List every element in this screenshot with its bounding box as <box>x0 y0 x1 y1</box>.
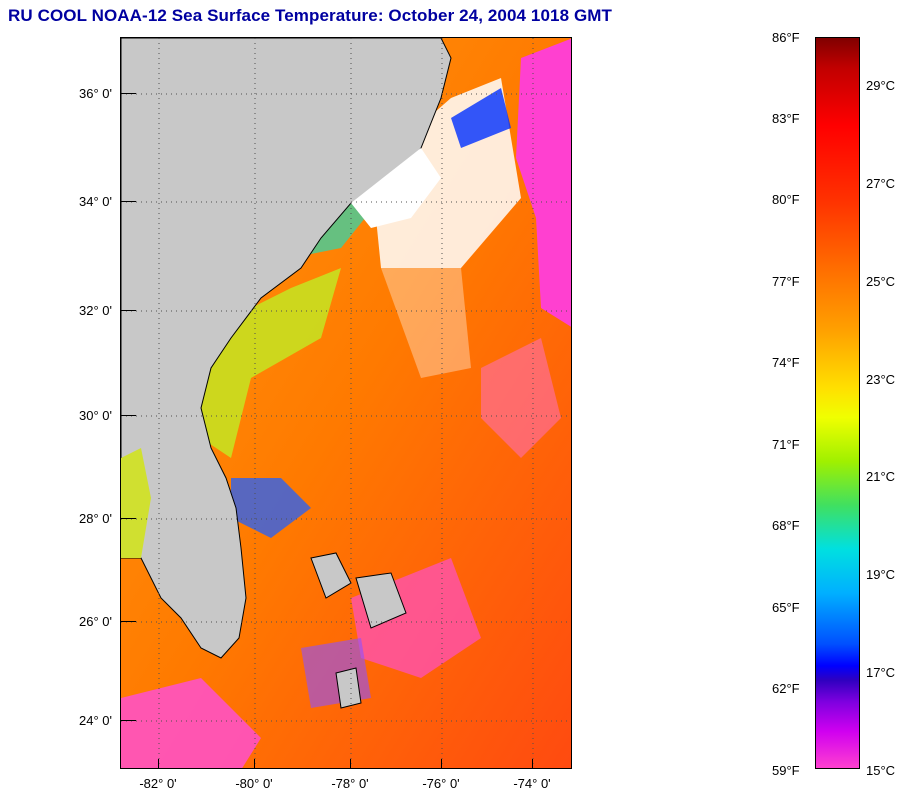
lon-tick <box>441 759 442 769</box>
latitude-label: 34° 0' <box>79 194 112 209</box>
lat-tick <box>120 201 136 202</box>
latitude-label: 30° 0' <box>79 408 112 423</box>
longitude-label: -74° 0' <box>513 776 551 791</box>
lon-tick <box>158 759 159 769</box>
longitude-label: -76° 0' <box>422 776 460 791</box>
lat-tick <box>120 93 136 94</box>
latitude-label: 28° 0' <box>79 511 112 526</box>
latitude-label: 24° 0' <box>79 713 112 728</box>
shelf-water <box>191 268 341 458</box>
fahrenheit-label: 77°F <box>772 274 800 289</box>
longitude-label: -78° 0' <box>331 776 369 791</box>
cold-water-northeast <box>516 38 571 327</box>
sst-map[interactable] <box>120 37 572 769</box>
celsius-label: 17°C <box>866 665 896 680</box>
latitude-label: 32° 0' <box>79 303 112 318</box>
lat-tick <box>120 415 136 416</box>
fahrenheit-label: 80°F <box>772 192 800 207</box>
celsius-label: 21°C <box>866 469 896 484</box>
celsius-label: 19°C <box>866 567 896 582</box>
fahrenheit-label: 71°F <box>772 437 800 452</box>
latitude-label: 26° 0' <box>79 614 112 629</box>
sst-map-graphic <box>121 38 571 768</box>
fahrenheit-label: 86°F <box>772 30 800 45</box>
longitude-label: -82° 0' <box>139 776 177 791</box>
fahrenheit-label: 74°F <box>772 355 800 370</box>
celsius-label: 27°C <box>866 176 896 191</box>
map-title: RU COOL NOAA-12 Sea Surface Temperature:… <box>8 6 613 25</box>
fahrenheit-label: 62°F <box>772 681 800 696</box>
graticule <box>121 38 571 768</box>
lat-tick <box>120 518 136 519</box>
celsius-label: 15°C <box>866 763 896 778</box>
temperature-colorbar <box>815 37 860 769</box>
fahrenheit-label: 68°F <box>772 518 800 533</box>
latitude-label: 36° 0' <box>79 86 112 101</box>
celsius-label: 29°C <box>866 78 896 93</box>
lon-tick <box>350 759 351 769</box>
lat-tick <box>120 720 136 721</box>
lon-tick <box>254 759 255 769</box>
lon-tick <box>532 759 533 769</box>
lat-tick <box>120 621 136 622</box>
longitude-label: -80° 0' <box>235 776 273 791</box>
lat-tick <box>120 310 136 311</box>
fahrenheit-label: 83°F <box>772 111 800 126</box>
fahrenheit-label: 65°F <box>772 600 800 615</box>
celsius-label: 25°C <box>866 274 896 289</box>
celsius-label: 23°C <box>866 372 896 387</box>
fahrenheit-label: 59°F <box>772 763 800 778</box>
